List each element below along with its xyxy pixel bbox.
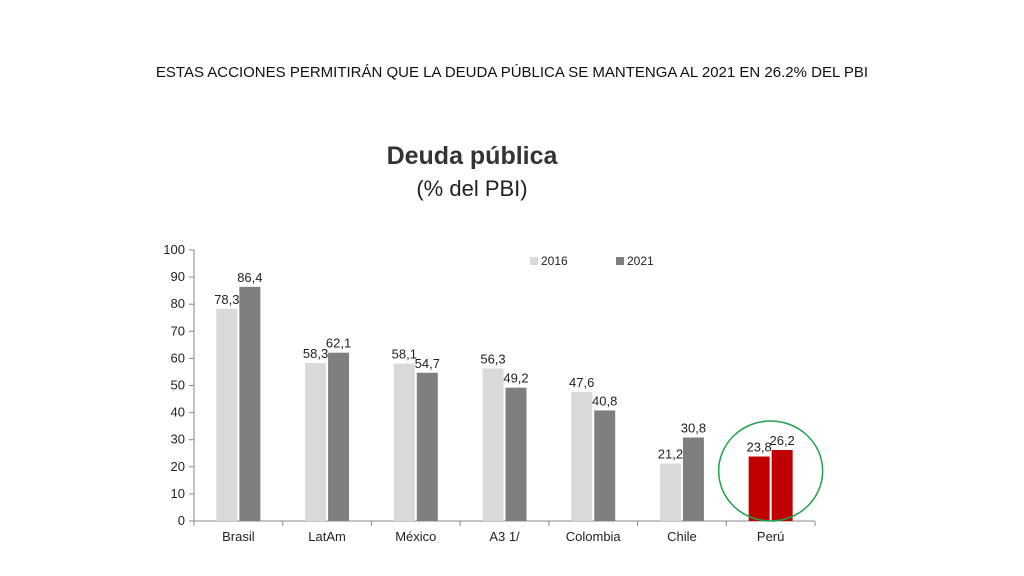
y-tick-label: 30 [171, 432, 185, 447]
legend-swatch-2021 [616, 257, 624, 265]
bar-2021 [594, 410, 616, 521]
data-label: 30,8 [681, 421, 706, 436]
bar-2016 [305, 363, 327, 521]
category-label: Chile [667, 529, 697, 544]
category-label: Brasil [222, 529, 255, 544]
category-label: LatAm [308, 529, 346, 544]
data-label: 23,8 [746, 440, 771, 455]
bar-2016 [571, 392, 593, 521]
legend-label: 2016 [541, 254, 568, 268]
bar-2016 [748, 456, 770, 521]
bar-2016 [659, 463, 681, 521]
bar-2016 [482, 368, 504, 521]
y-tick-label: 10 [171, 486, 185, 501]
bar-2021 [239, 286, 261, 521]
category-label: México [395, 529, 436, 544]
y-tick-label: 50 [171, 378, 185, 393]
y-tick-label: 90 [171, 269, 185, 284]
data-label: 62,1 [326, 336, 351, 351]
bar-2016 [393, 363, 415, 521]
y-tick-label: 20 [171, 459, 185, 474]
highlight-circle [717, 420, 824, 522]
bar-2021 [505, 387, 527, 521]
data-label: 26,2 [769, 433, 794, 448]
slide-title: ESTAS ACCIONES PERMITIRÁN QUE LA DEUDA P… [155, 64, 869, 81]
category-label: A3 1/ [489, 529, 520, 544]
data-label: 40,8 [592, 393, 617, 408]
data-label: 56,3 [480, 351, 505, 366]
bar-2021 [416, 372, 438, 521]
legend-label: 2021 [627, 254, 654, 268]
data-label: 54,7 [415, 356, 440, 371]
chart-title: Deuda pública [386, 142, 558, 170]
chart-subtitle: (% del PBI) [416, 176, 528, 201]
y-tick-label: 70 [171, 323, 185, 338]
bar-2016 [216, 308, 238, 521]
y-tick-label: 80 [171, 296, 185, 311]
category-label: Perú [757, 529, 784, 544]
bar-2021 [771, 449, 793, 521]
data-label: 78,3 [214, 292, 239, 307]
bar-2021 [682, 437, 704, 521]
y-tick-label: 60 [171, 350, 185, 365]
bar-2021 [328, 352, 350, 521]
y-tick-label: 0 [178, 513, 185, 528]
data-label: 49,2 [503, 371, 528, 386]
data-label: 47,6 [569, 375, 594, 390]
data-label: 58,3 [303, 346, 328, 361]
category-label: Colombia [566, 529, 622, 544]
y-tick-label: 40 [171, 405, 185, 420]
data-label: 58,1 [392, 347, 417, 362]
legend-swatch-2016 [530, 257, 538, 265]
y-tick-label: 100 [163, 242, 185, 257]
data-label: 86,4 [237, 270, 262, 285]
data-label: 21,2 [658, 447, 683, 462]
